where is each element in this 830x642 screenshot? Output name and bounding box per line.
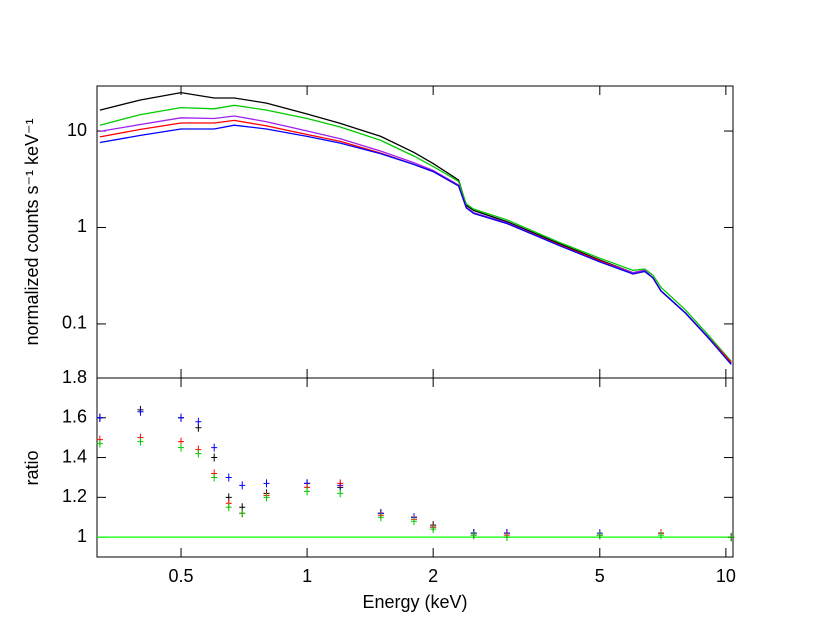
y-tick-label: 0.1 [62,313,87,333]
ratio-point [304,487,311,496]
spectrum-line [99,91,732,364]
ratio-point [503,533,510,542]
ratio-point [377,513,384,522]
ratio-point [211,443,218,452]
ratio-point [410,517,417,526]
ratio-point [470,531,477,540]
ratio-point [337,479,344,488]
ratio-point [263,479,270,488]
ratio-point [137,437,144,446]
x-tick-label: 0.5 [169,566,194,586]
spectrum-line [99,104,732,362]
y-tick-label: 1 [77,526,87,546]
top-frame [96,85,734,379]
ratio-point [225,473,232,482]
y-axis-label: normalized counts s⁻¹ keV⁻¹ [22,118,42,345]
y-tick-label: 1.2 [62,486,87,506]
ratio-point [96,439,103,448]
ratio-point [195,449,202,458]
ratio-point [225,503,232,512]
spectrum-line [99,124,732,365]
ratio-point [96,413,103,422]
y-tick-label: 1.8 [62,367,87,387]
ratio-point [728,533,735,542]
ratio-point [211,453,218,462]
x-tick-label: 10 [716,566,736,586]
ratio-point [596,531,603,540]
ratio-point [211,473,218,482]
ratio-point [239,481,246,490]
y-tick-label: 1.6 [62,407,87,427]
x-tick-label: 1 [302,566,312,586]
ratio-point [263,493,270,502]
x-axis-label: Energy (keV) [362,592,467,612]
y-tick-label: 1.4 [62,446,87,466]
y-tick-label: 10 [67,120,87,140]
ratio-point [178,413,185,422]
ratio-point [239,509,246,518]
ratio-point [137,407,144,416]
x-tick-label: 2 [428,566,438,586]
ratio-point [657,531,664,540]
bottom-frame [96,377,734,558]
ratio-point [195,417,202,426]
ratio-point [430,525,437,534]
x-tick-label: 5 [595,566,605,586]
ratio-point [337,489,344,498]
y-axis-label: ratio [22,450,42,485]
y-tick-label: 1 [77,216,87,236]
ratio-point [178,443,185,452]
